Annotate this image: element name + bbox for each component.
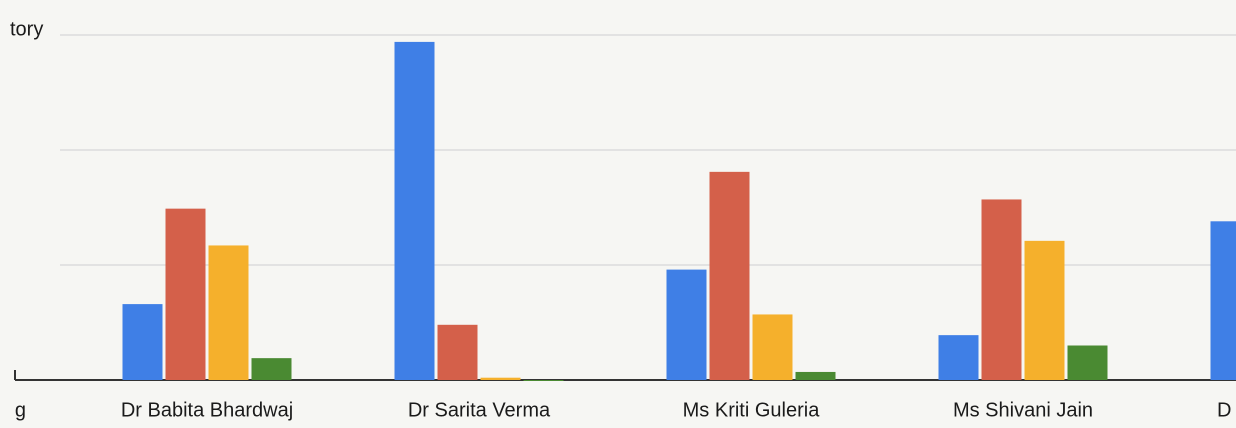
bar <box>480 377 521 380</box>
bar <box>1024 240 1065 380</box>
bar <box>437 324 478 380</box>
bar <box>1210 221 1236 380</box>
bar <box>1067 345 1108 380</box>
x-tick-label: g <box>15 399 26 421</box>
bar <box>251 358 292 380</box>
bar <box>394 41 435 381</box>
bar <box>666 269 707 380</box>
x-tick-label: D <box>1217 399 1231 421</box>
x-tick-label: Dr Babita Bhardwaj <box>121 399 293 421</box>
bar <box>208 245 249 380</box>
axis-label: tory <box>10 18 43 40</box>
x-tick-label: Ms Shivani Jain <box>953 399 1093 421</box>
bar <box>165 208 206 380</box>
bar <box>938 335 979 380</box>
bar <box>981 199 1022 380</box>
bar <box>752 314 793 380</box>
bar <box>523 380 564 381</box>
bar <box>709 171 750 380</box>
bar <box>795 371 836 380</box>
x-tick-label: Ms Kriti Guleria <box>683 399 821 421</box>
bar <box>122 304 163 380</box>
x-tick-label: Dr Sarita Verma <box>408 399 551 421</box>
